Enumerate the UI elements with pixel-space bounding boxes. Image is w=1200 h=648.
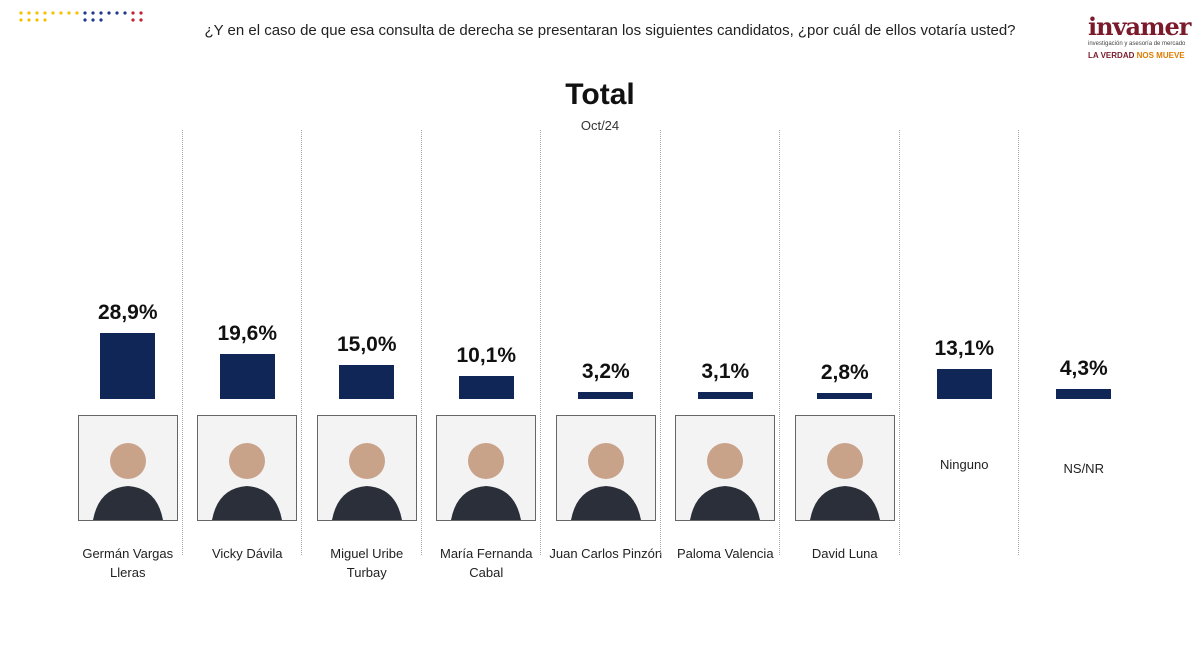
value-label: 2,8%	[820, 360, 869, 384]
bar	[1056, 389, 1112, 399]
value-label: 19,6%	[217, 321, 278, 345]
x-tick-label: Miguel Uribe Turbay	[330, 546, 404, 580]
portrait-placeholder	[212, 443, 283, 520]
column-separator	[181, 130, 183, 555]
x-tick-label: Vicky Dávila	[211, 546, 283, 561]
slogan-b: NOS MUEVE	[1136, 51, 1185, 60]
portrait-placeholder	[331, 443, 402, 520]
portrait-placeholder	[690, 443, 761, 520]
column-separator	[898, 130, 900, 555]
candidate-photo	[675, 415, 776, 521]
value-label: 4,3%	[1059, 357, 1108, 381]
value-label: 28,9%	[97, 300, 158, 324]
value-label: 10,1%	[456, 343, 517, 367]
value-label: 15,0%	[336, 332, 397, 356]
column-separator	[540, 130, 541, 555]
column-separator	[659, 130, 661, 555]
candidate-photo	[197, 415, 298, 521]
logo: invamer	[1088, 12, 1191, 41]
question: ¿Y en el caso de que esa consulta de der…	[204, 22, 1016, 39]
bar	[697, 391, 753, 399]
chart-subtitle: Oct/24	[580, 118, 620, 133]
x-tick-label: NS/NR	[1063, 461, 1104, 476]
bar	[817, 392, 873, 399]
x-tick-label: Germán Vargas Lleras	[82, 546, 174, 580]
bar	[339, 364, 395, 399]
slogan-a: LA VERDAD	[1088, 51, 1135, 60]
slogan: LA VERDAD NOS MUEVE	[1088, 51, 1185, 60]
candidate-photo	[555, 415, 656, 521]
column-separator	[420, 130, 422, 555]
portrait-placeholder	[451, 443, 522, 520]
portrait-placeholder	[809, 443, 880, 520]
column-separator	[779, 130, 780, 555]
candidate-photo	[436, 415, 537, 521]
bar	[219, 353, 275, 399]
portrait-placeholder	[570, 443, 641, 520]
x-tick-label: Juan Carlos Pinzón	[549, 546, 663, 561]
value-label: 3,2%	[581, 359, 630, 383]
bar	[458, 375, 514, 399]
chart-title: Total	[565, 78, 635, 111]
decor-dots	[19, 11, 143, 22]
x-tick-label: Paloma Valencia	[676, 546, 774, 561]
logo-tagline: investigación y asesoría de mercado	[1088, 41, 1186, 47]
column-separator	[1018, 130, 1019, 555]
column-separator	[301, 130, 302, 555]
candidate-photo	[794, 415, 895, 521]
x-tick-label: María Fernanda Cabal	[440, 546, 533, 580]
candidate-photo	[316, 415, 417, 521]
value-label: 13,1%	[934, 336, 995, 360]
bar	[578, 391, 634, 399]
portrait-placeholder	[92, 443, 163, 520]
x-tick-label: Ninguno	[940, 457, 989, 472]
x-tick-label: David Luna	[811, 546, 878, 561]
bar	[100, 332, 156, 399]
bar	[936, 368, 992, 399]
value-label: 3,1%	[701, 359, 750, 383]
candidate-photo	[77, 415, 178, 521]
